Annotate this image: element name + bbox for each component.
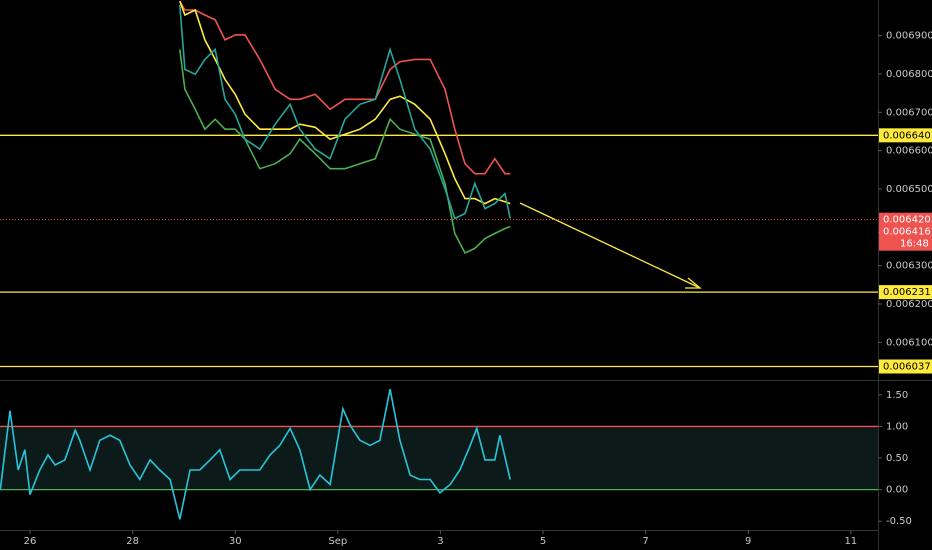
y-tick-label: 1.00	[886, 421, 908, 432]
y-tick-label: -0.50	[886, 516, 912, 527]
y-tick-label: 0.006800	[886, 69, 932, 80]
series-line	[0, 389, 511, 520]
series-line	[179, 4, 511, 220]
y-tick-label: 0.00	[886, 485, 908, 496]
series-line	[179, 0, 511, 175]
hline-label: 0.006640	[883, 130, 931, 141]
x-tick-label: 9	[745, 536, 751, 547]
y-tick-label: 0.006200	[886, 299, 932, 310]
y-tick-label: 0.006700	[886, 107, 932, 118]
hline-label: 0.006231	[883, 287, 931, 298]
x-tick-label: Sep	[328, 536, 347, 547]
bid-price-label: 0.006416	[883, 227, 931, 238]
y-tick-label: 0.006600	[886, 146, 932, 157]
trend-arrow	[519, 202, 702, 289]
hline-label: 0.006037	[883, 361, 931, 372]
last-price-label: 0.006420	[883, 215, 931, 226]
y-tick-label: 0.50	[886, 453, 908, 464]
last-price-box	[879, 212, 932, 251]
hline-label-box	[879, 128, 932, 143]
y-tick-label: 0.006900	[886, 31, 932, 42]
x-tick-label: 28	[126, 536, 139, 547]
hline-label-box	[879, 359, 932, 374]
y-tick-label: 0.006300	[886, 261, 932, 272]
x-tick-label: 7	[642, 536, 648, 547]
hline-label-box	[879, 285, 932, 300]
x-tick-label: 26	[24, 536, 37, 547]
series-line	[179, 49, 511, 255]
y-tick-label: 1.50	[886, 390, 908, 401]
x-tick-label: 30	[229, 536, 242, 547]
level-band	[0, 426, 878, 490]
y-tick-label: 0.006100	[886, 337, 932, 348]
x-tick-label: 5	[540, 536, 546, 547]
series-line	[179, 0, 511, 205]
x-tick-label: 3	[437, 536, 443, 547]
x-tick-label: 11	[844, 536, 857, 547]
y-tick-label: 0.006500	[886, 184, 932, 195]
countdown-label: 16:48	[900, 239, 929, 250]
